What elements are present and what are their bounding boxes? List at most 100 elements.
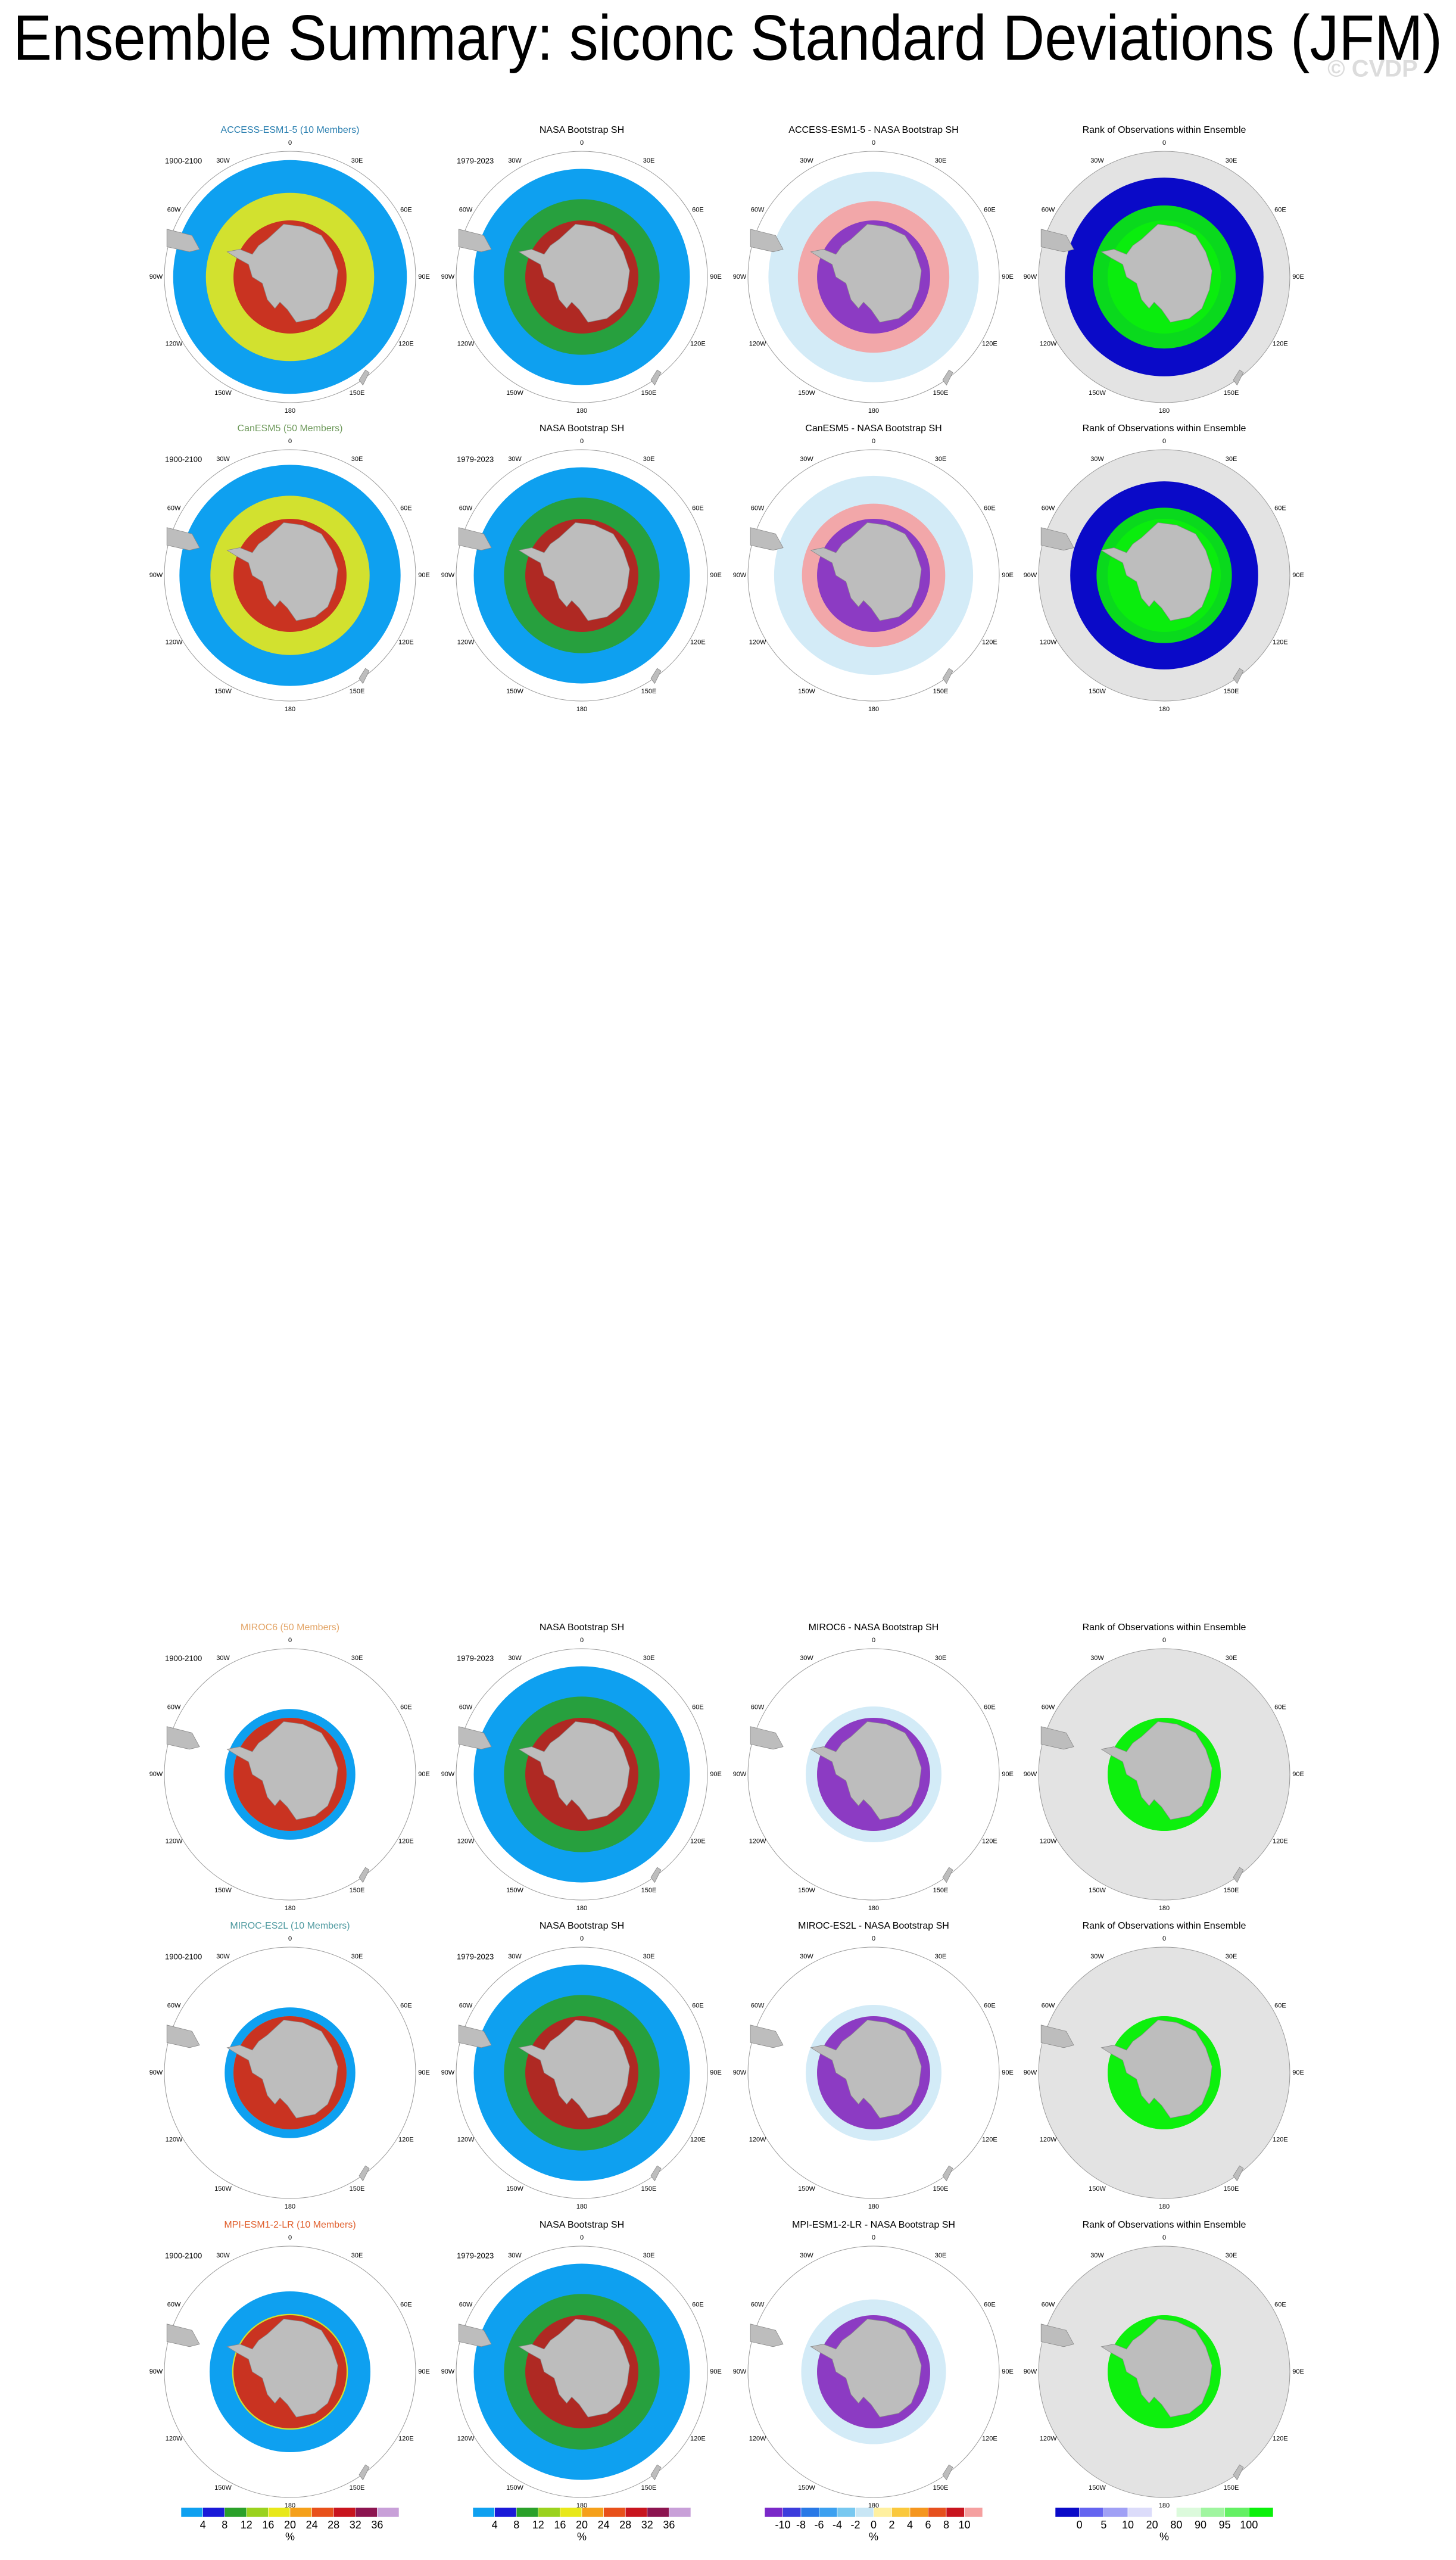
colorbar-tick-label: 32	[641, 2519, 653, 2531]
colorbar-box	[516, 2507, 539, 2518]
longitude-label: 180	[1159, 1905, 1170, 1912]
longitude-label: 150E	[1224, 1887, 1239, 1894]
longitude-label: 90E	[1002, 2368, 1014, 2375]
panel-title: NASA Bootstrap SH	[540, 423, 624, 434]
longitude-label: 60W	[1042, 206, 1055, 213]
longitude-label: 60W	[1042, 1703, 1055, 1711]
longitude-label: 120W	[166, 2136, 183, 2143]
colorbar-tick-label: -10	[775, 2519, 790, 2531]
colorbar-unit: %	[285, 2531, 295, 2543]
colorbar-box	[873, 2507, 892, 2518]
colorbar-box	[1127, 2507, 1152, 2518]
longitude-label: 150E	[641, 688, 657, 695]
antarctica	[518, 2019, 630, 2119]
longitude-label: 150W	[1089, 688, 1106, 695]
longitude-label: 30W	[1090, 1655, 1104, 1662]
longitude-label: 60E	[692, 2002, 704, 2009]
longitude-label: 120E	[982, 2435, 997, 2442]
longitude-label: 0	[288, 139, 292, 147]
antarctica	[518, 2318, 630, 2418]
colorbar: 4 8 12 16 20 24 28 32 36%	[180, 2507, 400, 2543]
colorbar-box	[1055, 2507, 1080, 2518]
longitude-label: 0	[872, 1935, 875, 1942]
south-america	[1040, 2324, 1074, 2347]
south-america	[458, 229, 492, 253]
longitude-label: 60E	[984, 504, 996, 512]
longitude-label: 30E	[935, 1655, 947, 1662]
longitude-label: 150W	[798, 2484, 815, 2492]
longitude-label: 90E	[710, 273, 722, 281]
longitude-label: 120E	[398, 2136, 414, 2143]
longitude-label: 180	[1159, 407, 1170, 415]
longitude-label: 120E	[982, 2136, 997, 2143]
south-america	[458, 2025, 492, 2048]
new-zealand	[942, 2165, 953, 2182]
longitude-label: 90W	[733, 273, 747, 281]
longitude-label: 30E	[643, 1953, 655, 1960]
longitude-label: 150W	[214, 2484, 232, 2492]
longitude-label: 150E	[641, 390, 657, 397]
antarctica	[226, 223, 338, 323]
longitude-label: 0	[580, 1637, 584, 1644]
longitude-label: 30W	[508, 1655, 522, 1662]
south-america	[166, 2324, 200, 2347]
south-america	[458, 1726, 492, 1750]
map-panel: 030E60E90E120E150E180150W120W90W60W30WNA…	[441, 2220, 722, 2509]
colorbar-box	[800, 2507, 819, 2518]
longitude-label: 60E	[400, 504, 412, 512]
longitude-label: 60E	[400, 2002, 412, 2009]
antarctica	[226, 1721, 338, 1820]
new-zealand	[942, 2464, 953, 2481]
longitude-label: 150W	[214, 1887, 232, 1894]
longitude-label: 60E	[692, 1703, 704, 1711]
south-america	[166, 2025, 200, 2048]
longitude-label: 150W	[798, 2185, 815, 2192]
longitude-label: 60W	[1042, 504, 1055, 512]
longitude-label: 120W	[166, 2435, 183, 2442]
map-panel: 0 30E 60E 90E 120E 150E 180 150W 120W 90W 60W 30W MI…	[149, 1921, 430, 2210]
longitude-label: 30E	[1226, 1953, 1237, 1960]
period-label: 1900-2100	[165, 1952, 202, 1961]
longitude-label: 120W	[749, 1838, 766, 1845]
new-zealand	[1233, 1867, 1244, 1883]
longitude-label: 30E	[351, 1655, 363, 1662]
longitude-label: 30E	[351, 157, 363, 164]
longitude-label: 120E	[982, 639, 997, 646]
longitude-label: 150W	[1089, 1887, 1106, 1894]
new-zealand	[1233, 369, 1244, 386]
antarctica	[226, 2318, 338, 2418]
longitude-label: 90E	[418, 2368, 430, 2375]
longitude-label: 180	[868, 706, 879, 713]
colorbar-box	[819, 2507, 838, 2518]
longitude-label: 120E	[1273, 340, 1288, 347]
longitude-label: 90E	[710, 572, 722, 579]
map-panel: 030E60E90E120E150E180150W120W90W60W30WRa…	[1024, 2220, 1304, 2509]
colorbar-tick-label: -2	[850, 2519, 860, 2531]
colorbar-box	[625, 2507, 648, 2518]
colorbar-tick-label: 8	[943, 2519, 949, 2531]
longitude-label: 120W	[457, 2435, 475, 2442]
south-america	[458, 2324, 492, 2347]
new-zealand	[358, 2165, 370, 2182]
colorbar-tick-label: 90	[1195, 2519, 1206, 2531]
longitude-label: 60W	[751, 2002, 765, 2009]
longitude-label: 30E	[351, 2252, 363, 2259]
panel-title: MIROC-ES2L - NASA Bootstrap SH	[798, 1921, 949, 1931]
longitude-label: 0	[288, 1637, 292, 1644]
antarctica	[1100, 2318, 1212, 2418]
period-label: 1900-2100	[165, 2251, 202, 2260]
antarctica	[518, 522, 630, 621]
longitude-label: 30W	[216, 1953, 230, 1960]
map-panel: 0 30E 60E 90E 120E 150E 180 150W 120W 90W 60W 30W MI…	[149, 1622, 430, 1912]
longitude-label: 150E	[1224, 688, 1239, 695]
new-zealand	[1233, 668, 1244, 684]
longitude-label: 60W	[167, 2002, 181, 2009]
longitude-label: 90W	[733, 2069, 747, 2076]
longitude-label: 90W	[1024, 572, 1037, 579]
longitude-label: 30W	[508, 2252, 522, 2259]
colorbar-box	[891, 2507, 911, 2518]
panel-title: CanESM5 - NASA Bootstrap SH	[805, 423, 941, 434]
colorbar-box	[355, 2507, 378, 2518]
antarctica	[1100, 522, 1212, 621]
longitude-label: 120E	[690, 2435, 706, 2442]
